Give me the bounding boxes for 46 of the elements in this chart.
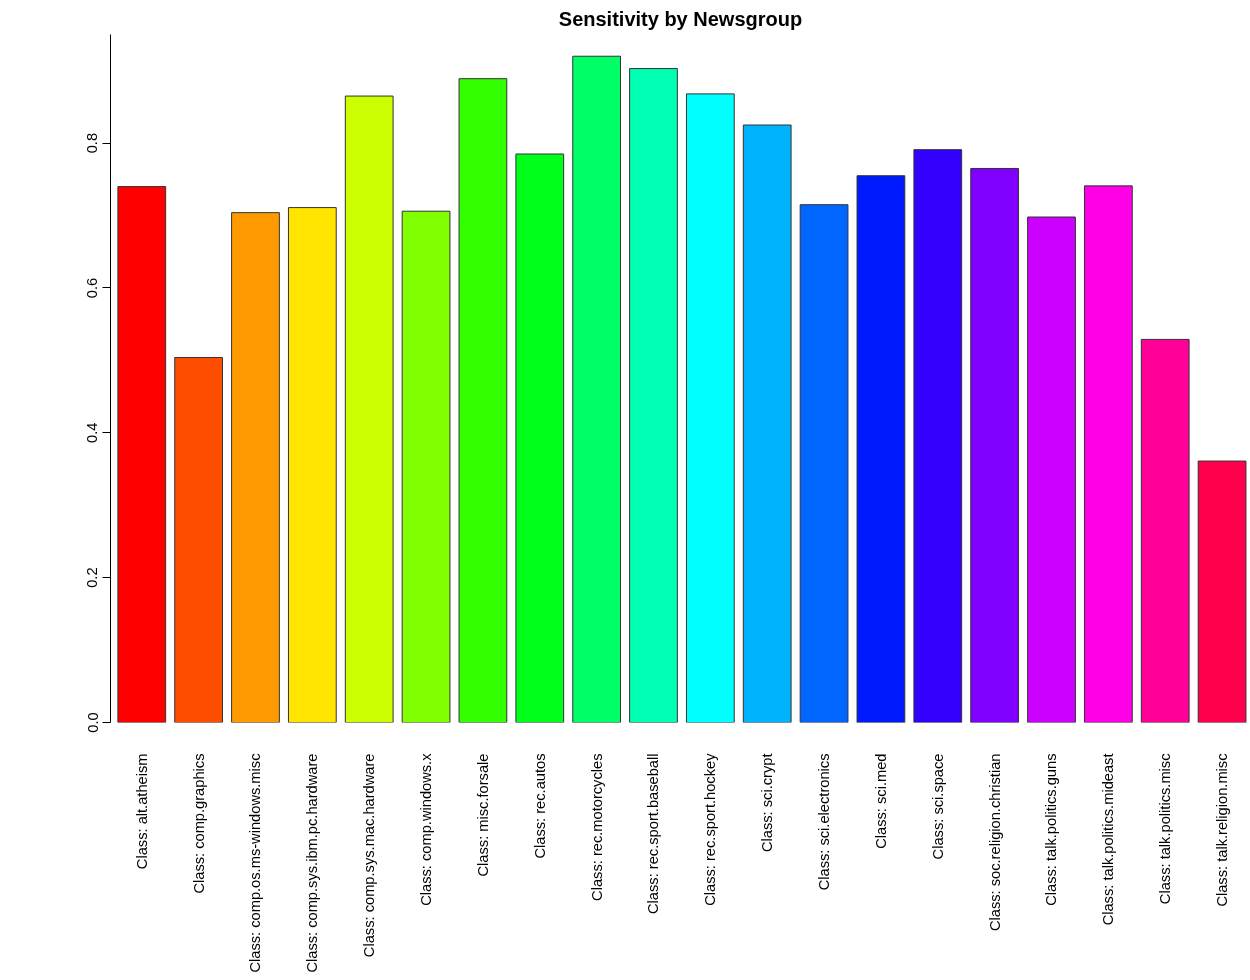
x-tick-label: Class: sci.space <box>929 753 946 860</box>
y-tick-label: 0.2 <box>84 567 101 588</box>
bar <box>117 186 167 723</box>
x-tick-label: Class: rec.sport.baseball <box>645 753 662 914</box>
y-tick-label: 0.8 <box>84 132 101 154</box>
bar <box>401 210 451 723</box>
x-tick-label: Class: sci.crypt <box>759 753 776 853</box>
x-tick-label: Class: talk.politics.mideast <box>1100 753 1117 926</box>
x-tick-label: Class: sci.electronics <box>816 753 833 891</box>
x-tick-label: Class: talk.politics.misc <box>1157 753 1174 905</box>
chart-title: Sensitivity by Newsgroup <box>558 7 803 30</box>
bar <box>629 68 678 723</box>
bar <box>515 153 565 723</box>
x-tick-label: Class: sci.med <box>872 753 889 849</box>
x-tick-label: Class: rec.sport.hockey <box>702 752 719 906</box>
x-tick-label: Class: soc.religion.christian <box>986 753 1003 932</box>
x-tick-label: Class: comp.os.ms-windows.misc <box>247 753 264 973</box>
y-tick-label: 0.4 <box>84 422 101 443</box>
x-tick-label: Class: talk.religion.misc <box>1214 753 1231 907</box>
bar <box>572 55 622 723</box>
bar <box>913 149 963 723</box>
x-tick-label: Class: comp.sys.ibm.pc.hardware <box>304 753 321 973</box>
bar <box>458 78 508 723</box>
bar <box>231 212 280 723</box>
bar <box>742 124 792 723</box>
bar <box>344 95 394 723</box>
bar <box>1140 338 1190 723</box>
bar <box>970 167 1020 723</box>
bar <box>799 204 849 723</box>
y-tick-label: 0.6 <box>84 277 101 299</box>
bar <box>1027 216 1076 723</box>
x-tick-label: Class: rec.autos <box>531 753 548 859</box>
bar <box>685 93 735 723</box>
bar <box>1083 185 1133 723</box>
bar <box>1197 460 1247 723</box>
x-tick-label: Class: comp.graphics <box>190 753 207 894</box>
bar <box>856 175 906 723</box>
x-tick-label: Class: misc.forsale <box>474 753 491 877</box>
x-tick-label: Class: alt.atheism <box>133 753 150 870</box>
x-tick-label: Class: comp.sys.mac.hardware <box>361 753 378 958</box>
x-tick-label: Class: comp.windows.x <box>418 752 435 906</box>
bar <box>174 357 224 723</box>
x-tick-label: Class: talk.politics.guns <box>1043 753 1060 906</box>
y-tick-label: 0.0 <box>84 712 101 733</box>
x-tick-label: Class: rec.motorcycles <box>588 753 605 901</box>
bar <box>287 207 337 723</box>
